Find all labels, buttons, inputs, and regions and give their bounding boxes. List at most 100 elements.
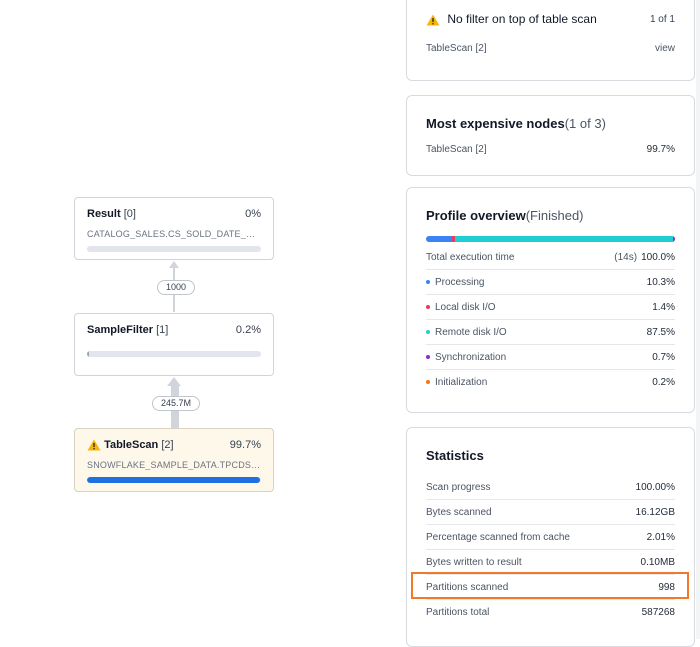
node-result[interactable]: Result [0] 0% CATALOG_SALES.CS_SOLD_DATE… [74, 197, 274, 260]
alert-row: TableScan [2] view [426, 43, 675, 54]
node-progress-bar [87, 246, 261, 252]
statistics-row: Scan progress 100.00% [426, 475, 675, 500]
warning-icon [87, 439, 101, 451]
node-name: SampleFilter [87, 324, 153, 336]
node-tablescan[interactable]: TableScan [2] 99.7% SNOWFLAKE_SAMPLE_DAT… [74, 428, 274, 492]
profile-status: (Finished) [526, 208, 584, 223]
node-name: TableScan [104, 439, 158, 451]
expensive-nodes-title: Most expensive nodes(1 of 3) [426, 116, 675, 131]
statistics-row-label: Bytes scanned [426, 507, 492, 518]
node-detail: SNOWFLAKE_SAMPLE_DATA.TPCDS_SF... [87, 460, 261, 470]
edge-row-count: 1000 [157, 280, 195, 295]
expensive-node-row[interactable]: TableScan [2] 99.7% [426, 137, 675, 161]
statistics-rows: Scan progress 100.00% Bytes scanned 16.12GB… [426, 475, 675, 624]
statistics-row-value: 587268 [642, 607, 675, 618]
total-execution-row: Total execution time (14s) 100.0% [426, 245, 675, 270]
total-execution-value-wrap: (14s) 100.0% [614, 252, 675, 263]
alert-panel: No filter on top of table scan 1 of 1 Ta… [406, 0, 695, 81]
profile-row: Synchronization 0.7% [426, 345, 675, 370]
profile-stacked-bar [426, 236, 675, 242]
profile-row-label: Synchronization [435, 352, 506, 363]
node-index: [2] [161, 439, 173, 451]
legend-dot-icon [426, 305, 430, 309]
statistics-row-label: Partitions total [426, 607, 489, 618]
profile-row-label: Remote disk I/O [435, 327, 507, 338]
profile-title-text: Profile overview [426, 208, 526, 223]
profile-row: Remote disk I/O 87.5% [426, 320, 675, 345]
statistics-row-value: 100.00% [636, 482, 675, 493]
node-progress-bar [87, 477, 261, 483]
statistics-row-value: 16.12GB [636, 507, 675, 518]
profile-bar-segment [455, 236, 673, 242]
profile-row-label: Local disk I/O [435, 302, 496, 313]
statistics-row-label: Bytes written to result [426, 557, 522, 568]
node-title: TableScan [2] [87, 439, 174, 451]
partitions-scanned-highlight [411, 572, 689, 599]
profile-row-label-wrap: Local disk I/O [426, 302, 496, 313]
statistics-row: Partitions total 587268 [426, 600, 675, 624]
expensive-count: (1 of 3) [565, 116, 606, 131]
profile-row-label: Processing [435, 277, 484, 288]
expensive-node-percent: 99.7% [647, 144, 675, 155]
profile-overview-title: Profile overview(Finished) [426, 208, 675, 223]
profile-row: Local disk I/O 1.4% [426, 295, 675, 320]
node-title: Result [0] [87, 208, 136, 220]
expensive-node-name: TableScan [2] [426, 144, 487, 155]
node-index: [0] [124, 208, 136, 220]
profile-row-label-wrap: Synchronization [426, 352, 506, 363]
node-progress-fill [87, 351, 89, 357]
statistics-row-value: 2.01% [647, 532, 675, 543]
profile-row-label: Initialization [435, 377, 487, 388]
profile-row-label-wrap: Processing [426, 277, 484, 288]
statistics-row-value: 0.10MB [641, 557, 675, 568]
total-execution-label: Total execution time [426, 252, 514, 263]
statistics-row-label: Percentage scanned from cache [426, 532, 570, 543]
statistics-row-label: Scan progress [426, 482, 490, 493]
profile-row: Initialization 0.2% [426, 370, 675, 394]
node-index: [1] [156, 324, 168, 336]
node-percent: 99.7% [230, 439, 261, 451]
node-header: TableScan [2] 99.7% [87, 439, 261, 451]
profile-row-value: 0.7% [652, 352, 675, 363]
alert-title: No filter on top of table scan [447, 12, 596, 26]
profile-overview-panel: Profile overview(Finished) Total executi… [406, 187, 695, 413]
edge-row-count: 245.7M [152, 396, 200, 411]
node-detail: CATALOG_SALES.CS_SOLD_DATE_SK,C... [87, 229, 261, 239]
node-header: SampleFilter [1] 0.2% [87, 324, 261, 336]
expensive-title-text: Most expensive nodes [426, 116, 565, 131]
legend-dot-icon [426, 330, 430, 334]
expensive-nodes-panel: Most expensive nodes(1 of 3) TableScan [… [406, 95, 695, 176]
profile-bar-segment [426, 236, 452, 242]
node-name: Result [87, 208, 121, 220]
edge-arrow [167, 377, 181, 386]
profile-row-label-wrap: Initialization [426, 377, 487, 388]
scrollbar[interactable] [696, 0, 700, 639]
profile-row-value: 87.5% [647, 327, 675, 338]
node-samplefilter[interactable]: SampleFilter [1] 0.2% [74, 313, 274, 376]
legend-dot-icon [426, 380, 430, 384]
node-progress-fill [87, 477, 260, 483]
node-title: SampleFilter [1] [87, 324, 168, 336]
statistics-title: Statistics [426, 448, 675, 463]
node-percent: 0% [245, 208, 261, 220]
edge-arrow [169, 261, 179, 268]
profile-row-value: 0.2% [652, 377, 675, 388]
node-header: Result [0] 0% [87, 208, 261, 220]
statistics-panel: Statistics Scan progress 100.00% Bytes sca… [406, 427, 695, 647]
statistics-row: Bytes scanned 16.12GB [426, 500, 675, 525]
alert-title-wrap: No filter on top of table scan [426, 12, 597, 26]
profile-row-value: 1.4% [652, 302, 675, 313]
node-percent: 0.2% [236, 324, 261, 336]
total-execution-value: 100.0% [641, 252, 675, 263]
warning-icon [426, 14, 440, 26]
total-execution-duration: (14s) [614, 252, 637, 263]
alert-header: No filter on top of table scan 1 of 1 [426, 12, 675, 26]
view-link[interactable]: view [655, 43, 675, 54]
statistics-row: Percentage scanned from cache 2.01% [426, 525, 675, 550]
legend-dot-icon [426, 355, 430, 359]
alert-node: TableScan [2] [426, 43, 487, 54]
legend-dot-icon [426, 280, 430, 284]
node-progress-bar [87, 351, 261, 357]
